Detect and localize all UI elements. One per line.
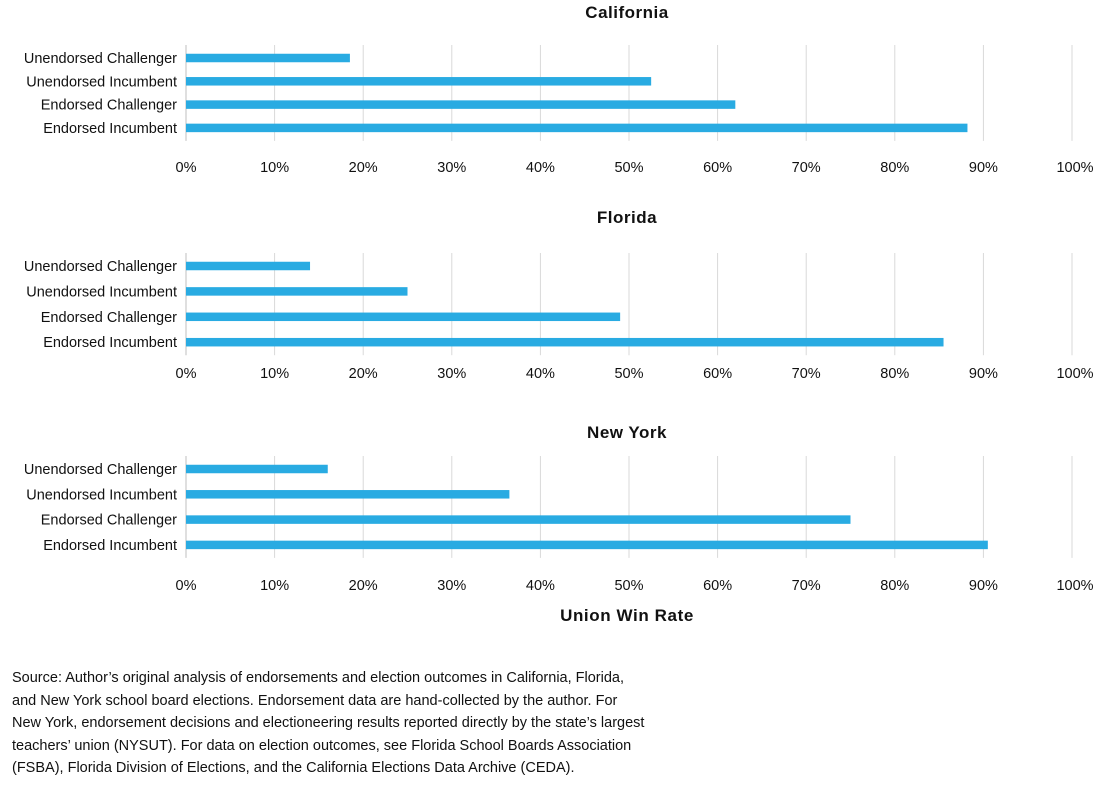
bar-unendorsed-challenger [186,53,350,63]
chart-title: California [585,3,668,22]
x-tick-label: 60% [703,366,732,382]
bar-endorsed-incumbent [186,123,968,133]
x-axis-label: Union Win Rate [560,606,694,625]
x-tick-label: 30% [437,366,466,382]
x-tick-label: 30% [437,578,466,594]
bar-endorsed-challenger [186,312,621,322]
x-tick-label: 10% [260,160,289,176]
x-tick-label: 20% [349,366,378,382]
x-tick-label: 80% [880,578,909,594]
x-tick-label: 0% [176,160,197,176]
charts-container: California Unendorsed Challenger Unendorse… [24,3,1094,625]
category-label: Endorsed Challenger [41,513,177,529]
category-label: Unendorsed Challenger [24,51,177,67]
category-label: Endorsed Incumbent [43,538,177,554]
bar-endorsed-challenger [186,515,851,524]
x-tick-label: 10% [260,578,289,594]
x-tick-label: 90% [969,578,998,594]
chart-california: California Unendorsed Challenger Unendorse… [24,3,1094,176]
x-tick-label: 30% [437,160,466,176]
x-tick-label: 60% [703,160,732,176]
bar-unendorsed-challenger [186,464,328,474]
x-tick-label: 20% [349,578,378,594]
bar-endorsed-incumbent [186,337,944,347]
x-tick-label: 70% [792,366,821,382]
x-tick-label: 0% [176,578,197,594]
chart-title: Florida [597,208,657,227]
bar-unendorsed-challenger [186,261,311,271]
bar-endorsed-incumbent [186,540,988,550]
x-tick-label: 100% [1056,578,1093,594]
chart-title: New York [587,423,667,442]
x-tick-label: 80% [880,366,909,382]
x-tick-label: 90% [969,366,998,382]
source-note: Source: Author’s original analysis of en… [12,670,645,777]
category-label: Unendorsed Incumbent [26,74,177,90]
category-label: Endorsed Challenger [41,310,177,326]
bar-unendorsed-incumbent [186,77,652,86]
x-tick-label: 0% [176,366,197,382]
x-tick-label: 50% [614,578,643,594]
x-tick-label: 90% [969,160,998,176]
category-label: Endorsed Incumbent [43,121,177,137]
x-tick-label: 40% [526,578,555,594]
category-label: Endorsed Incumbent [43,335,177,351]
x-tick-label: 50% [614,366,643,382]
x-tick-label: 60% [703,578,732,594]
x-tick-label: 20% [349,160,378,176]
x-tick-label: 70% [792,578,821,594]
x-tick-label: 70% [792,160,821,176]
chart-florida: Florida Unendorsed Challenger Unendorsed I… [24,208,1094,382]
bar-charts-svg: California Unendorsed Challenger Unendorse… [24,3,1094,625]
bar-unendorsed-incumbent [186,490,510,499]
chart-new-york: New York Unendorsed Challenger Unendorsed … [24,423,1094,625]
category-label: Unendorsed Incumbent [26,487,177,503]
bar-endorsed-challenger [186,100,736,109]
x-tick-label: 100% [1056,160,1093,176]
x-tick-label: 40% [526,366,555,382]
bar-unendorsed-incumbent [186,287,408,296]
x-tick-label: 40% [526,160,555,176]
category-label: Unendorsed Challenger [24,462,177,478]
category-label: Unendorsed Incumbent [26,284,177,300]
category-label: Endorsed Challenger [41,98,177,114]
category-label: Unendorsed Challenger [24,259,177,275]
x-tick-label: 80% [880,160,909,176]
x-tick-label: 50% [614,160,643,176]
x-tick-label: 100% [1056,366,1093,382]
x-tick-label: 10% [260,366,289,382]
